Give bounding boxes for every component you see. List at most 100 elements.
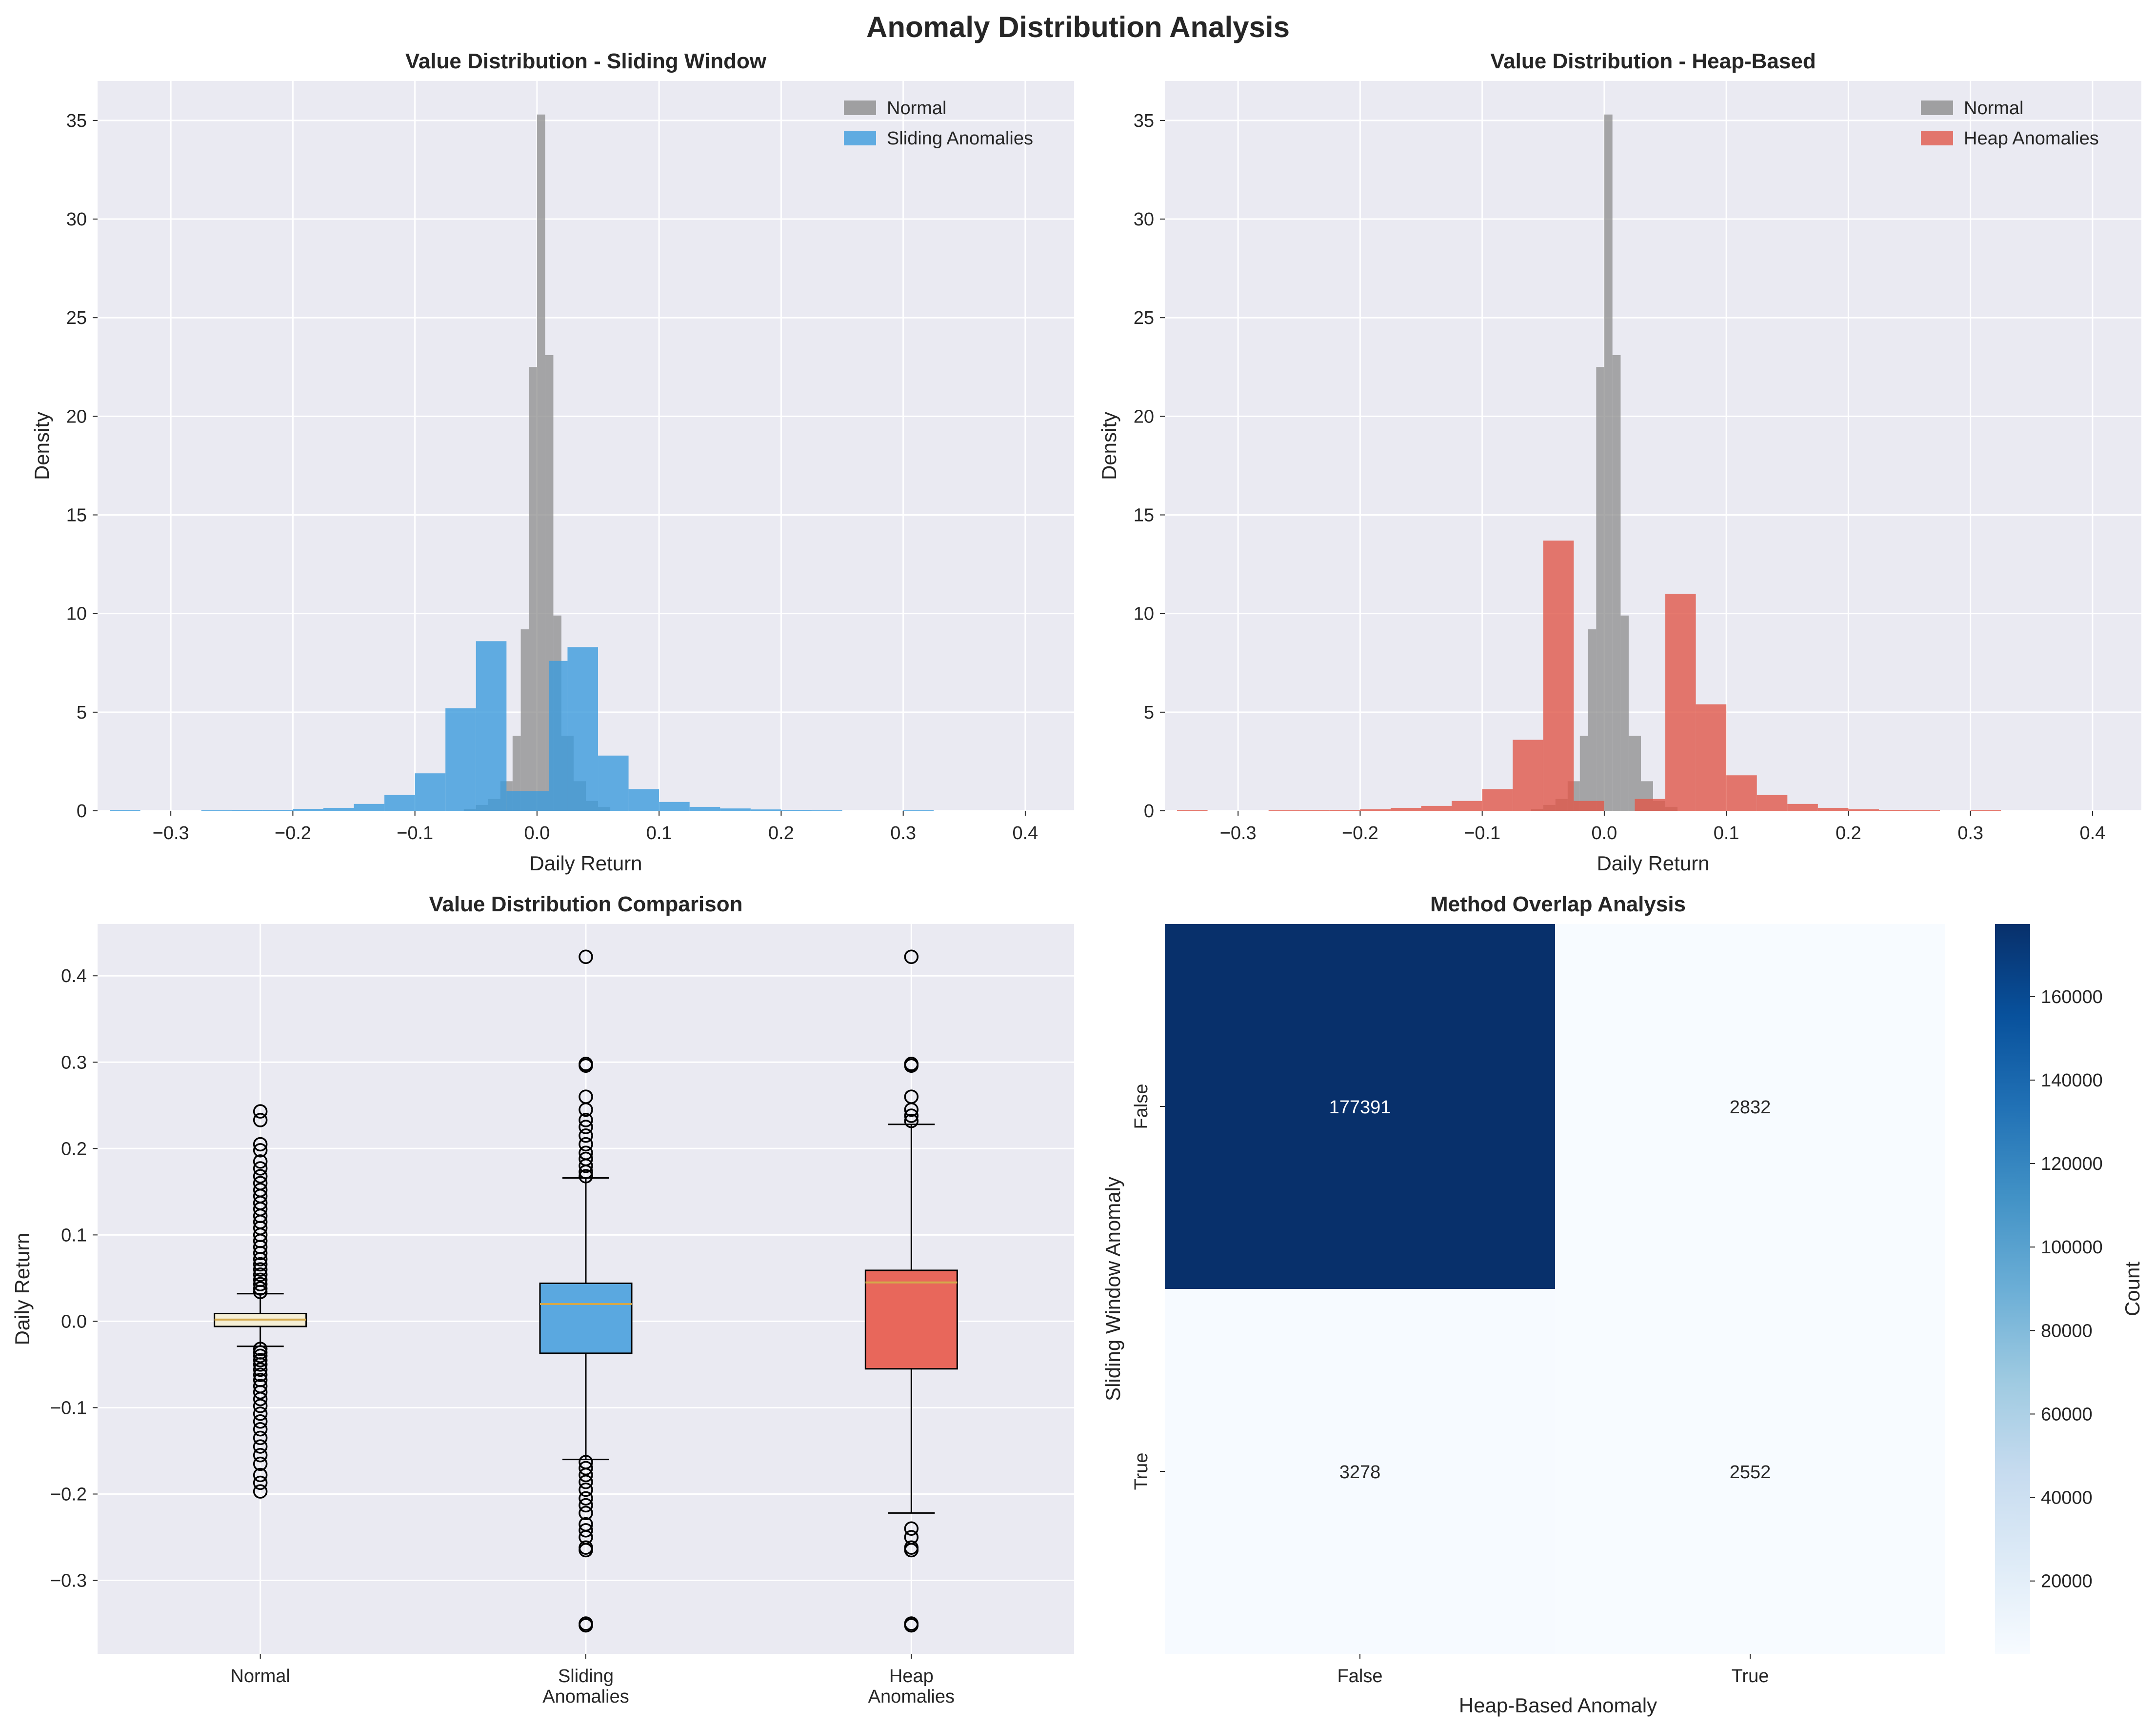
outlier-point — [253, 1484, 268, 1499]
legend: Normal Heap Anomalies — [1921, 98, 2099, 149]
y-tick-label: 35 — [66, 111, 87, 131]
bar-normal — [537, 114, 545, 811]
legend-label-normal: Normal — [1964, 98, 2023, 119]
outlier-point — [579, 1491, 593, 1506]
bar-heap-anomalies — [1970, 810, 2001, 811]
x-tick-label: −0.3 — [1220, 823, 1257, 843]
heatmap-cell-value: 2552 — [1730, 1462, 1771, 1483]
x-tick-label: 0.2 — [1836, 823, 1861, 843]
bar-heap-anomalies — [1909, 810, 1940, 811]
bar-normal — [1620, 615, 1629, 811]
outlier-point — [253, 1439, 268, 1454]
y-tick-label: 35 — [1134, 111, 1154, 131]
bar-heap-anomalies — [1482, 789, 1513, 811]
x-tick-label: Anomalies — [868, 1687, 955, 1707]
heatmap-cell-value: 177391 — [1329, 1097, 1391, 1118]
colorbar-tick-label: 60000 — [2041, 1404, 2093, 1425]
bar-heap-anomalies — [1390, 807, 1421, 811]
bar-sliding-anomalies — [903, 810, 934, 811]
x-tick-label: False — [1338, 1666, 1383, 1687]
bar-heap-anomalies — [1574, 801, 1604, 811]
x-tick-label: Normal — [230, 1666, 290, 1687]
outlier-point — [904, 1108, 919, 1123]
bar-sliding-anomalies — [659, 802, 690, 811]
bar-sliding-anomalies — [201, 810, 232, 811]
legend-swatch-heap-anomalies — [1921, 131, 1953, 145]
bar-sliding-anomalies — [476, 641, 507, 811]
bar-sliding-anomalies — [293, 808, 323, 811]
y-tick-label: 20 — [1134, 406, 1154, 427]
bar-heap-anomalies — [1452, 801, 1482, 811]
heatmap-cell-value: 3278 — [1339, 1462, 1381, 1483]
bar-normal — [529, 367, 537, 811]
panel-title: Value Distribution - Sliding Window — [405, 49, 767, 73]
y-tick-label: 5 — [77, 703, 87, 723]
outlier-point — [253, 1257, 268, 1272]
outlier-point — [579, 1058, 593, 1073]
x-axis-label: Heap-Based Anomaly — [1459, 1694, 1657, 1717]
legend-label-normal: Normal — [887, 98, 946, 119]
panel-title: Value Distribution Comparison — [429, 892, 743, 916]
heatmap-cell — [1165, 1289, 1555, 1654]
outlier-point — [579, 1543, 593, 1558]
outlier-point — [579, 1467, 593, 1483]
panel-title: Method Overlap Analysis — [1430, 892, 1686, 916]
y-tick-label: 0.1 — [61, 1225, 87, 1245]
outlier-point — [253, 1422, 268, 1437]
x-tick-label: −0.1 — [1464, 823, 1500, 843]
bar-heap-anomalies — [1268, 810, 1299, 811]
bar-normal — [1628, 736, 1641, 811]
x-tick-label: 0.0 — [524, 823, 550, 843]
x-tick-label: −0.1 — [397, 823, 433, 843]
box — [539, 1282, 633, 1354]
bar-heap-anomalies — [1757, 795, 1788, 811]
outlier-point — [253, 1143, 268, 1158]
bar-normal — [1579, 736, 1588, 811]
y-tick-label: −0.3 — [50, 1571, 87, 1591]
outlier-point — [904, 1618, 919, 1633]
histogram-sliding-window-panel: −0.3 −0.2 −0.1 0.0 0.1 0.2 0.3 0.4 0 5 10 15 20 25 30… — [30, 49, 1074, 875]
outlier-point — [253, 1169, 268, 1184]
bar-heap-anomalies — [1787, 803, 1818, 811]
outlier-point — [579, 1482, 593, 1497]
bar-normal — [1604, 114, 1613, 811]
bar-sliding-anomalies — [445, 708, 476, 811]
outlier-point — [253, 1406, 268, 1421]
outlier-point — [253, 1414, 268, 1429]
outlier-point — [253, 1137, 268, 1152]
outlier-point — [579, 1165, 593, 1179]
y-tick-label: 0 — [1144, 801, 1154, 822]
x-tick-label: 0.1 — [646, 823, 672, 843]
bar-heap-anomalies — [1848, 809, 1879, 811]
bar-heap-anomalies — [1360, 809, 1391, 811]
colorbar-tick-label: 40000 — [2041, 1488, 2093, 1508]
outlier-point — [253, 1104, 268, 1119]
bar-sliding-anomalies — [628, 789, 659, 811]
outlier-point — [253, 1252, 268, 1266]
bar-heap-anomalies — [1726, 775, 1757, 811]
legend-swatch-normal — [844, 100, 876, 115]
box — [864, 1269, 958, 1370]
outlier-point — [579, 1120, 593, 1134]
outlier-point — [579, 1506, 593, 1521]
panel-title: Value Distribution - Heap-Based — [1490, 49, 1816, 73]
y-tick-label: 15 — [1134, 505, 1154, 526]
figure-title: Anomaly Distribution Analysis — [866, 11, 1290, 43]
outlier-point — [579, 1158, 593, 1173]
outlier-point — [253, 1262, 268, 1277]
outlier-point — [253, 1475, 268, 1490]
outlier-point — [904, 1521, 919, 1536]
y-tick-label: 25 — [66, 308, 87, 328]
bar-sliding-anomalies — [232, 809, 262, 811]
outlier-point — [253, 1348, 268, 1363]
colorbar-tick-label: 20000 — [2041, 1571, 2093, 1592]
bar-heap-anomalies — [1329, 809, 1360, 811]
outlier-point — [253, 1357, 268, 1372]
bar-sliding-anomalies — [110, 810, 140, 811]
x-tick-label: True — [1732, 1666, 1769, 1687]
bar-normal — [1612, 355, 1621, 811]
x-tick-label: Heap — [889, 1666, 934, 1687]
bar-sliding-anomalies — [537, 791, 549, 811]
bar-normal — [1588, 629, 1597, 811]
y-tick-label: −0.2 — [50, 1484, 87, 1505]
